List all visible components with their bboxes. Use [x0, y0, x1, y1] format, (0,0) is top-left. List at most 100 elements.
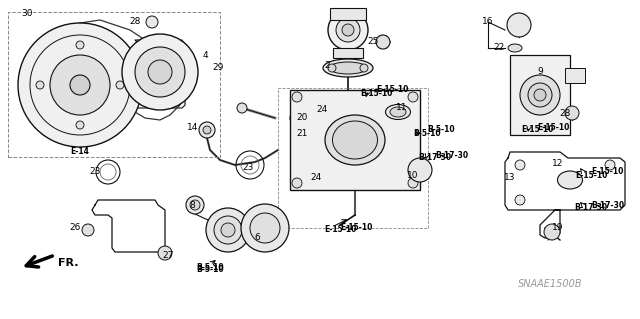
Circle shape — [328, 10, 368, 50]
Ellipse shape — [329, 62, 367, 74]
Circle shape — [70, 75, 90, 95]
Text: 4: 4 — [202, 50, 208, 60]
Text: 25: 25 — [367, 38, 379, 47]
Circle shape — [528, 83, 552, 107]
Bar — [510, 55, 570, 135]
Circle shape — [122, 34, 198, 110]
Text: E-14: E-14 — [70, 147, 90, 157]
Text: 12: 12 — [552, 160, 564, 168]
Text: 23: 23 — [243, 164, 253, 173]
Bar — [333, 48, 363, 58]
Circle shape — [534, 89, 546, 101]
Circle shape — [294, 114, 302, 122]
Text: 24: 24 — [316, 106, 328, 115]
Text: B-5-10: B-5-10 — [413, 129, 441, 137]
Circle shape — [408, 158, 432, 182]
Text: B-17-30: B-17-30 — [435, 151, 468, 160]
Circle shape — [292, 127, 304, 139]
Circle shape — [376, 35, 390, 49]
Text: E-15-10: E-15-10 — [340, 222, 372, 232]
Circle shape — [292, 178, 302, 188]
Text: E-15-10: E-15-10 — [521, 125, 553, 135]
Circle shape — [292, 92, 302, 102]
Circle shape — [76, 121, 84, 129]
Circle shape — [408, 178, 418, 188]
Text: 13: 13 — [504, 174, 516, 182]
Circle shape — [605, 160, 615, 170]
Circle shape — [146, 16, 158, 28]
Text: E-15-10: E-15-10 — [591, 167, 623, 176]
Circle shape — [316, 106, 324, 114]
Circle shape — [199, 122, 215, 138]
Circle shape — [315, 133, 325, 143]
Text: 23: 23 — [90, 167, 100, 176]
Circle shape — [50, 55, 110, 115]
Circle shape — [515, 195, 525, 205]
Text: E-15-10: E-15-10 — [376, 85, 408, 94]
Text: 16: 16 — [483, 18, 493, 26]
Text: SNAAE1500B: SNAAE1500B — [518, 279, 582, 289]
Bar — [8, 12, 220, 157]
Text: 8: 8 — [189, 201, 195, 210]
Text: FR.: FR. — [58, 258, 79, 268]
Circle shape — [158, 246, 172, 260]
Text: E-15-10: E-15-10 — [537, 122, 570, 131]
Circle shape — [342, 24, 354, 36]
Bar — [290, 90, 420, 190]
Text: E-15-10: E-15-10 — [324, 226, 356, 234]
Ellipse shape — [323, 59, 373, 77]
Circle shape — [544, 224, 560, 240]
Text: B-17-30: B-17-30 — [419, 153, 452, 162]
Text: B-17-30: B-17-30 — [591, 201, 624, 210]
Text: 22: 22 — [493, 43, 504, 53]
Circle shape — [408, 92, 418, 102]
Circle shape — [148, 60, 172, 84]
Bar — [278, 88, 428, 228]
Text: 30: 30 — [21, 10, 33, 19]
Circle shape — [241, 204, 289, 252]
Text: 28: 28 — [129, 18, 141, 26]
Circle shape — [336, 18, 360, 42]
Text: B-17-30: B-17-30 — [575, 204, 607, 212]
Text: 9: 9 — [537, 68, 543, 77]
Bar — [565, 68, 585, 83]
Circle shape — [186, 196, 204, 214]
Circle shape — [203, 126, 211, 134]
Text: B-5-10: B-5-10 — [427, 125, 454, 135]
Circle shape — [565, 106, 579, 120]
Text: 11: 11 — [396, 103, 408, 113]
Circle shape — [515, 160, 525, 170]
Text: E-15-10: E-15-10 — [360, 88, 392, 98]
Circle shape — [76, 41, 84, 49]
Text: 27: 27 — [163, 250, 173, 259]
Text: 29: 29 — [212, 63, 224, 72]
Text: 24: 24 — [310, 174, 322, 182]
Circle shape — [221, 223, 235, 237]
Circle shape — [530, 67, 546, 83]
Text: 26: 26 — [69, 224, 81, 233]
Circle shape — [135, 47, 185, 97]
Circle shape — [290, 110, 306, 126]
Text: 2: 2 — [324, 61, 330, 70]
Circle shape — [250, 213, 280, 243]
Bar — [330, 8, 366, 20]
Ellipse shape — [557, 171, 582, 189]
Circle shape — [520, 75, 560, 115]
Circle shape — [18, 23, 142, 147]
Ellipse shape — [325, 115, 385, 165]
Circle shape — [82, 224, 94, 236]
Text: 19: 19 — [552, 224, 564, 233]
Text: 10: 10 — [407, 170, 419, 180]
Text: 20: 20 — [296, 114, 308, 122]
Ellipse shape — [390, 107, 406, 117]
Circle shape — [116, 81, 124, 89]
Circle shape — [206, 208, 250, 252]
Text: 28: 28 — [559, 108, 571, 117]
Circle shape — [360, 64, 368, 72]
Text: B-5-10: B-5-10 — [196, 263, 224, 272]
Ellipse shape — [508, 44, 522, 52]
Circle shape — [36, 81, 44, 89]
Ellipse shape — [385, 105, 410, 120]
Text: B-5-10: B-5-10 — [196, 265, 224, 275]
Text: 14: 14 — [188, 123, 198, 132]
